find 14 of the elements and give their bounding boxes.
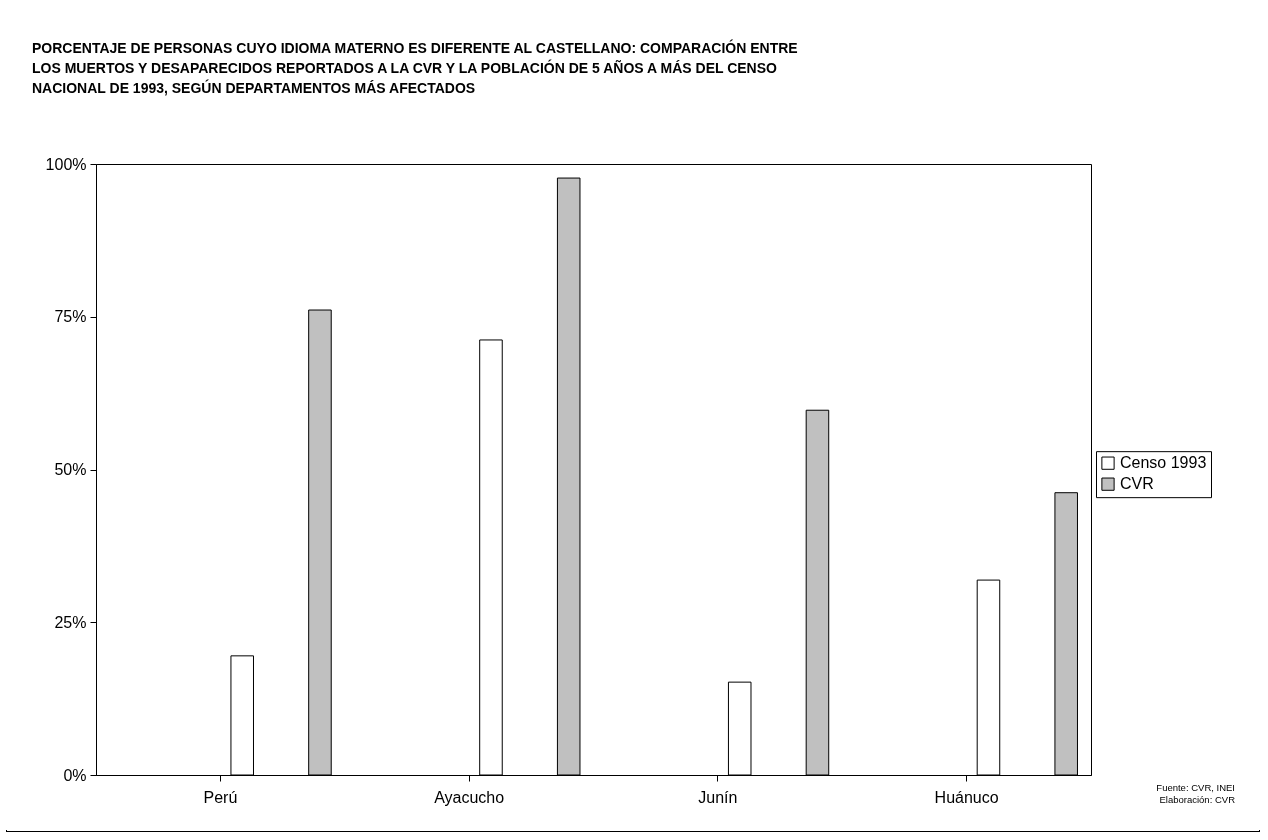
chart-title: PORCENTAJE DE PERSONAS CUYO IDIOMA MATERNO ES DIFERENTE AL CASTELLANO: COMPARACIÓN ENTRE LOS MUERTOS Y DESAPARECIDOS REPORTADOS A LA CVR Y LA POBLACIÓN DE 5 AÑOS A MÁS DEL CENSO NACIONAL DE 1993, SEGÚN DEPARTAMENTOS MÁS AFECTADOS (32, 39, 798, 96)
x-tick-label: Huánuco (934, 788, 999, 806)
y-tick-label: 100% (45, 155, 87, 173)
y-tick-label: 50% (54, 461, 87, 478)
x-tick-label: Perú (203, 788, 238, 806)
y-tick-label: 0% (63, 766, 87, 784)
legend-label: CVR (1120, 475, 1154, 493)
legend-label: Censo 1993 (1120, 454, 1207, 472)
y-tick-label: 75% (54, 308, 87, 326)
source-note: Fuente: CVR, INEI (1156, 782, 1235, 793)
y-tick-label: 25% (54, 613, 87, 631)
x-tick-label: Junín (698, 788, 738, 806)
x-tick-label: Ayacucho (434, 788, 505, 806)
text: Elaboración: CVR (1159, 794, 1236, 805)
